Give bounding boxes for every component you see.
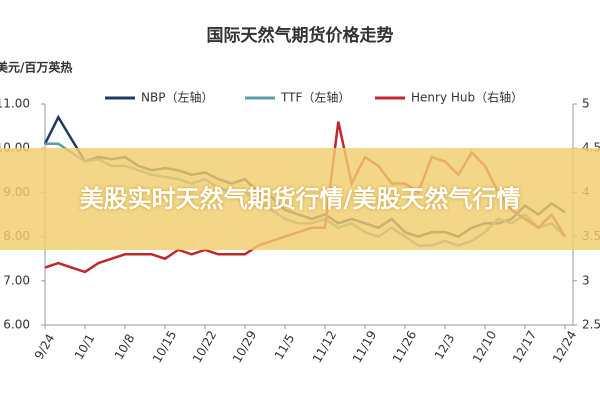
- x-tick-label: 9/24: [32, 332, 58, 362]
- x-tick-label: 12/10: [470, 328, 499, 365]
- x-tick-label: 10/1: [72, 332, 98, 362]
- legend-label: TTF（左轴）: [280, 90, 350, 105]
- x-tick-label: 10/8: [112, 332, 138, 362]
- x-tick-label: 12/24: [550, 328, 579, 365]
- legend-label: Henry Hub（右轴）: [411, 90, 523, 105]
- legend-label: NBP（左轴）: [141, 90, 213, 105]
- y-tick-label: 6.00: [3, 318, 30, 332]
- x-tick-label: 10/22: [190, 328, 219, 365]
- banner: 美股实时天然气期货行情/美股天然气行情: [0, 148, 600, 250]
- y2-tick-label: 2.5: [582, 318, 600, 332]
- x-tick-label: 12/3: [432, 332, 458, 362]
- y-tick-label: 7.00: [3, 273, 30, 287]
- y2-tick-label: 5: [582, 97, 590, 111]
- x-tick-label: 11/12: [310, 328, 339, 365]
- x-tick-label: 12/17: [510, 328, 539, 365]
- x-tick-label: 10/29: [230, 328, 259, 365]
- y-tick-label: 11.00: [0, 97, 30, 111]
- x-tick-label: 10/15: [150, 328, 179, 365]
- chart-title: 国际天然气期货价格走势: [207, 25, 394, 46]
- y-axis-label: 美元/百万英热: [0, 60, 72, 75]
- x-tick-label: 11/19: [350, 328, 379, 365]
- x-tick-label: 11/26: [390, 328, 419, 365]
- x-tick-label: 11/5: [272, 332, 298, 362]
- y2-tick-label: 3: [582, 273, 590, 287]
